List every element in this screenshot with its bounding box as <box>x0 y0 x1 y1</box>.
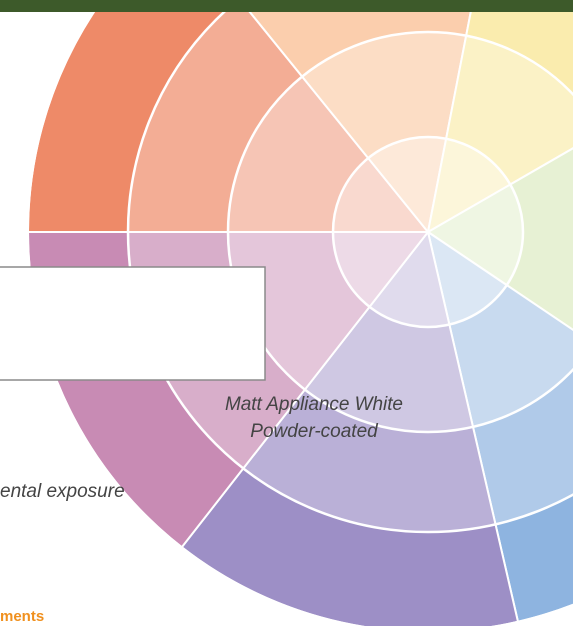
wheel-ring <box>333 137 523 327</box>
caption-line: Powder-coated <box>250 421 379 442</box>
partial-heading: ments <box>0 608 44 625</box>
screenshot: Matt Appliance White Powder-coated ental… <box>0 0 573 626</box>
foliage-strip <box>0 0 573 12</box>
swatch-box <box>0 267 265 380</box>
caption-line: Matt Appliance White <box>225 394 403 415</box>
partial-text: ental exposure <box>0 481 125 502</box>
page: {"caption": {"line1": "Matt Appliance Wh… <box>0 0 573 626</box>
